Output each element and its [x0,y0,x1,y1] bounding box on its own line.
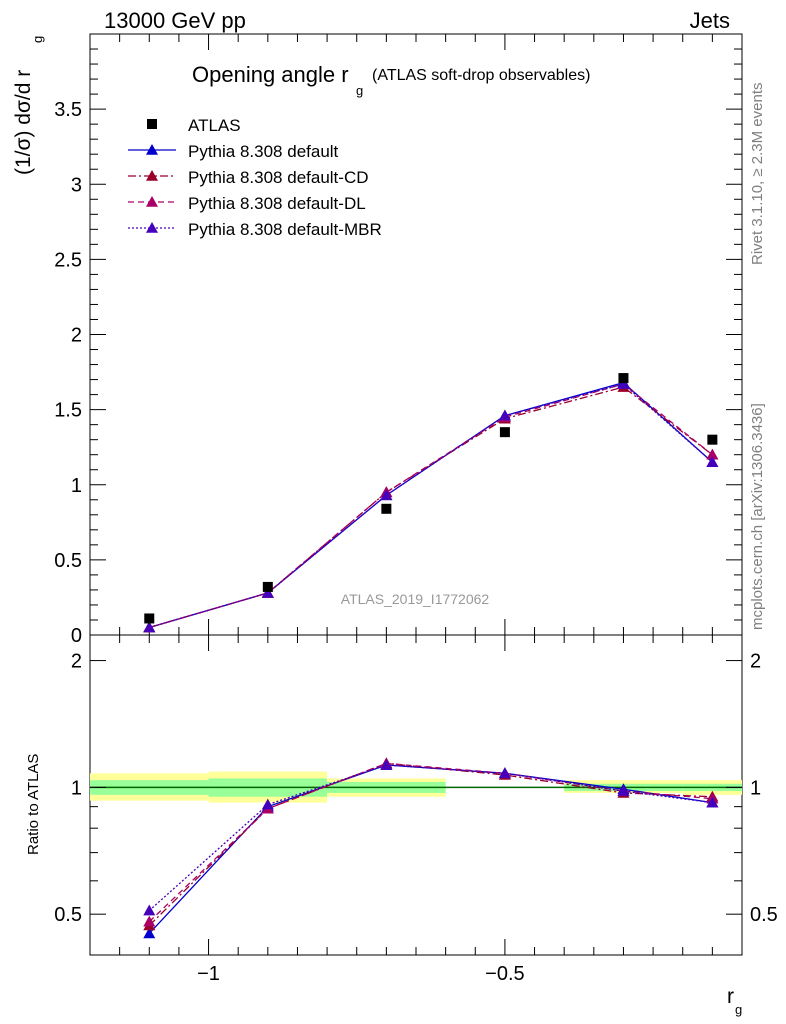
y-axis-label: (1/σ) dσ/d r [12,70,35,175]
ratio-y-axis-label: Ratio to ATLAS [25,754,42,855]
header-category-label: Jets [689,8,730,33]
legend-marker-3 [146,222,158,233]
legend-label-2: Pythia 8.308 default-DL [188,194,366,213]
mc-marker-main-2 [706,448,719,460]
x-tick-label: −0.5 [485,963,524,985]
ratio-y-tick-label-right: 0.5 [750,904,778,926]
y-tick-label: 3.5 [54,99,82,121]
mcplots-label: mcplots.cern.ch [arXiv:1306.3436] [749,403,766,630]
mc-marker-main-3 [380,489,393,501]
mc-marker-main-3 [261,586,274,598]
y-tick-label: 3 [71,174,82,196]
rivet-version-label: Rivet 3.1.10, ≥ 2.3M events [749,83,766,266]
y-tick-label: 1.5 [54,400,82,422]
mc-marker-ratio-3 [143,904,156,916]
x-tick-label: −1 [197,963,220,985]
chart-title-subscript: g [356,83,363,98]
y-tick-label: 2 [71,325,82,347]
mc-line-ratio-2 [148,762,713,923]
ratio-y-tick-label: 2 [71,651,82,673]
mc-line-main-2 [149,383,713,629]
ratio-y-tick-label: 0.5 [54,904,82,926]
data-marker [707,434,718,445]
mc-marker-ratio-3 [498,767,511,779]
legend-label-0: Pythia 8.308 default [188,142,339,161]
mc-series [143,376,719,939]
legend: ATLAS Pythia 8.308 default Pythia 8.308 de… [128,116,382,239]
y-tick-label: 2.5 [54,249,82,271]
main-axis-ticks: 0.5 1 1.5 2 2.5 3 3.5 0 −1 −0.5 [54,34,743,985]
mc-marker-main-3 [498,409,511,421]
legend-label-3: Pythia 8.308 default-MBR [188,220,382,239]
data-series [144,373,718,624]
legend-marker-1 [146,170,158,181]
analysis-label: ATLAS_2019_I1772062 [341,591,490,607]
mc-marker-ratio-3 [261,798,274,810]
mc-marker-ratio-3 [380,759,393,770]
data-marker [381,503,392,514]
data-marker [618,373,629,384]
mc-marker-ratio-2 [143,915,156,927]
legend-marker-data [147,119,157,129]
y-tick-label: 1 [71,475,82,497]
ratio-y-tick-label-right: 1 [750,777,761,799]
ratio-y-tick-label-right: 2 [750,651,761,673]
y-axis-label-subscript: g [30,36,45,43]
legend-marker-0 [146,144,158,155]
ratio-y-tick-label: 1 [71,777,82,799]
legend-label-1: Pythia 8.308 default-CD [188,168,369,187]
data-marker [144,613,155,624]
chart-title-extra: (ATLAS soft-drop observables) [372,67,590,84]
y-tick-label-zero: 0 [71,625,82,647]
mc-line-ratio-3 [148,764,713,912]
legend-marker-2 [146,196,158,207]
data-marker [499,427,510,438]
ratio-axis-ticks: 0.5 0.5 1 1 2 2 [54,651,778,927]
mc-marker-main-3 [617,378,630,389]
mc-marker-ratio-3 [706,796,719,808]
mc-marker-ratio-0 [143,927,156,939]
chart-title-main: Opening angle r [192,62,349,87]
chart-title: Opening angle r [192,62,349,87]
mc-marker-main-3 [143,621,156,633]
x-axis-label: r [727,985,734,1008]
data-marker [262,581,273,592]
legend-label-data: ATLAS [188,116,241,135]
mc-marker-main-3 [706,456,719,468]
header-energy-label: 13000 GeV pp [104,8,246,33]
mc-marker-ratio-3 [617,785,630,796]
y-tick-label: 0.5 [54,550,82,572]
mc-line-main-3 [149,383,713,629]
x-axis-label-subscript: g [735,1002,742,1017]
